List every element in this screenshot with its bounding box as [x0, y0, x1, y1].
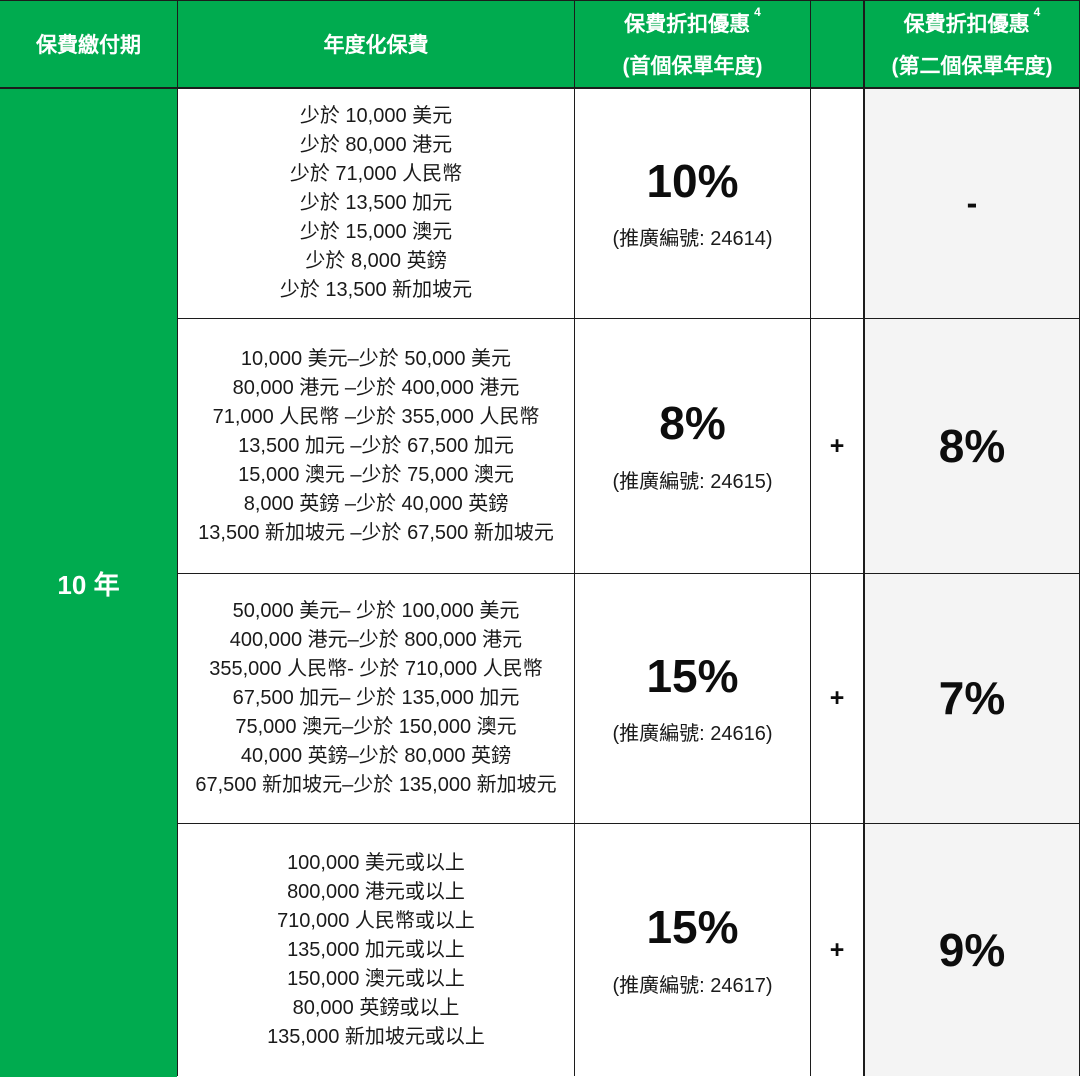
tier-line: 75,000 澳元–少於 150,000 澳元 — [235, 716, 517, 738]
tier-line: 800,000 港元或以上 — [287, 880, 465, 903]
tier-line: 71,000 人民幣 –少於 355,000 人民幣 — [212, 405, 540, 428]
second-year-discount-cell-row-2: 8% — [864, 319, 1079, 573]
discount-percentage: 8% — [938, 419, 1006, 472]
tier-line: 少於 15,000 澳元 — [299, 221, 453, 243]
second-year-discount-cell-row-1: - — [864, 89, 1079, 318]
tier-line: 少於 10,000 美元 — [299, 105, 453, 127]
tier-list-row-3: 50,000 美元– 少於 100,000 美元 400,000 港元–少於 8… — [178, 574, 574, 823]
tier-line: 67,500 新加坡元–少於 135,000 新加坡元 — [195, 774, 557, 796]
promo-code: (推廣編號: 24614) — [612, 228, 773, 251]
header-title: 保費折扣優惠 — [903, 13, 1030, 36]
tier-list-row-2: 10,000 美元–少於 50,000 美元 80,000 港元 –少於 400… — [178, 319, 574, 573]
discount-percentage: 10% — [646, 154, 739, 207]
tier-line: 少於 13,500 新加坡元 — [279, 279, 473, 301]
tier-line: 15,000 澳元 –少於 75,000 澳元 — [238, 463, 514, 486]
discount-percentage: 8% — [659, 397, 726, 450]
tier-line: 少於 71,000 人民幣 — [289, 163, 463, 185]
promo-code: (推廣編號: 24617) — [612, 974, 773, 997]
tier-line: 150,000 澳元或以上 — [287, 967, 465, 990]
tier-line: 80,000 港元 –少於 400,000 港元 — [232, 376, 520, 399]
tier-line: 67,500 加元– 少於 135,000 加元 — [232, 687, 520, 709]
header-label: 保費繳付期 — [36, 34, 141, 57]
first-year-discount-cell-row-4: 15% (推廣編號: 24617) — [575, 824, 810, 1076]
header-first-year-discount: 保費折扣優惠4 (首個保單年度) — [575, 1, 810, 88]
header-title-line: 保費折扣優惠4 — [903, 5, 1041, 38]
plus-sign: + — [829, 935, 845, 964]
plus-sign: + — [829, 431, 845, 460]
tier-line: 50,000 美元– 少於 100,000 美元 — [232, 600, 520, 622]
tier-line: 40,000 英鎊–少於 80,000 英鎊 — [240, 745, 512, 767]
discount-percentage: 9% — [938, 923, 1006, 976]
tier-line: 13,500 加元 –少於 67,500 加元 — [238, 434, 514, 457]
header-second-year-discount: 保費折扣優惠4 (第二個保單年度) — [864, 1, 1079, 88]
header-annualized-premium: 年度化保費 — [178, 1, 574, 88]
plus-cell-row-4: + — [811, 824, 863, 1076]
first-year-discount-cell-row-1: 10% (推廣編號: 24614) — [575, 89, 810, 318]
header-payment-period: 保費繳付期 — [0, 1, 177, 88]
discount-percentage: - — [966, 185, 978, 221]
tier-line: 135,000 加元或以上 — [287, 938, 465, 961]
discount-percentage: 7% — [938, 672, 1006, 725]
first-year-discount-cell-row-2: 8% (推廣編號: 24615) — [575, 319, 810, 573]
promo-code: (推廣編號: 24616) — [612, 723, 773, 746]
plus-cell-row-3: + — [811, 574, 863, 823]
tier-line: 135,000 新加坡元或以上 — [267, 1025, 485, 1048]
tier-line: 710,000 人民幣或以上 — [277, 909, 475, 932]
tier-line: 少於 80,000 港元 — [299, 134, 453, 156]
tier-line: 13,500 新加坡元 –少於 67,500 新加坡元 — [198, 521, 554, 544]
tier-line: 100,000 美元或以上 — [287, 851, 465, 874]
discount-percentage: 15% — [646, 649, 739, 702]
header-subtitle: (第二個保單年度) — [891, 55, 1053, 78]
promo-code: (推廣編號: 24615) — [612, 470, 773, 493]
tier-line: 80,000 英鎊或以上 — [292, 996, 460, 1019]
header-title-line: 保費折扣優惠4 — [624, 5, 761, 38]
plus-cell-row-1 — [811, 89, 863, 318]
tier-line: 400,000 港元–少於 800,000 港元 — [229, 629, 523, 651]
second-year-discount-cell-row-4: 9% — [864, 824, 1079, 1076]
tier-line: 少於 13,500 加元 — [299, 192, 453, 214]
payment-period-value: 10 年 — [57, 569, 120, 600]
tier-line: 8,000 英鎊 –少於 40,000 英鎊 — [243, 492, 509, 515]
discount-percentage: 15% — [646, 901, 739, 954]
tier-list-row-1: 少於 10,000 美元 少於 80,000 港元 少於 71,000 人民幣 … — [178, 89, 574, 318]
header-plus-spacer — [811, 1, 863, 88]
payment-period-cell: 10 年 — [0, 89, 177, 1077]
footnote-marker: 4 — [754, 5, 761, 19]
second-year-discount-cell-row-3: 7% — [864, 574, 1079, 823]
header-label: 年度化保費 — [323, 34, 429, 57]
plus-cell-row-2: + — [811, 319, 863, 573]
tier-line: 10,000 美元–少於 50,000 美元 — [240, 347, 512, 370]
footnote-marker: 4 — [1033, 5, 1041, 19]
tier-list-row-4: 100,000 美元或以上 800,000 港元或以上 710,000 人民幣或… — [178, 824, 574, 1076]
header-subtitle: (首個保單年度) — [622, 55, 763, 78]
tier-line: 355,000 人民幣- 少於 710,000 人民幣 — [209, 658, 543, 680]
tier-line: 少於 8,000 英鎊 — [305, 250, 447, 272]
header-title: 保費折扣優惠 — [624, 13, 751, 36]
plus-sign: + — [829, 684, 845, 712]
first-year-discount-cell-row-3: 15% (推廣編號: 24616) — [575, 574, 810, 823]
